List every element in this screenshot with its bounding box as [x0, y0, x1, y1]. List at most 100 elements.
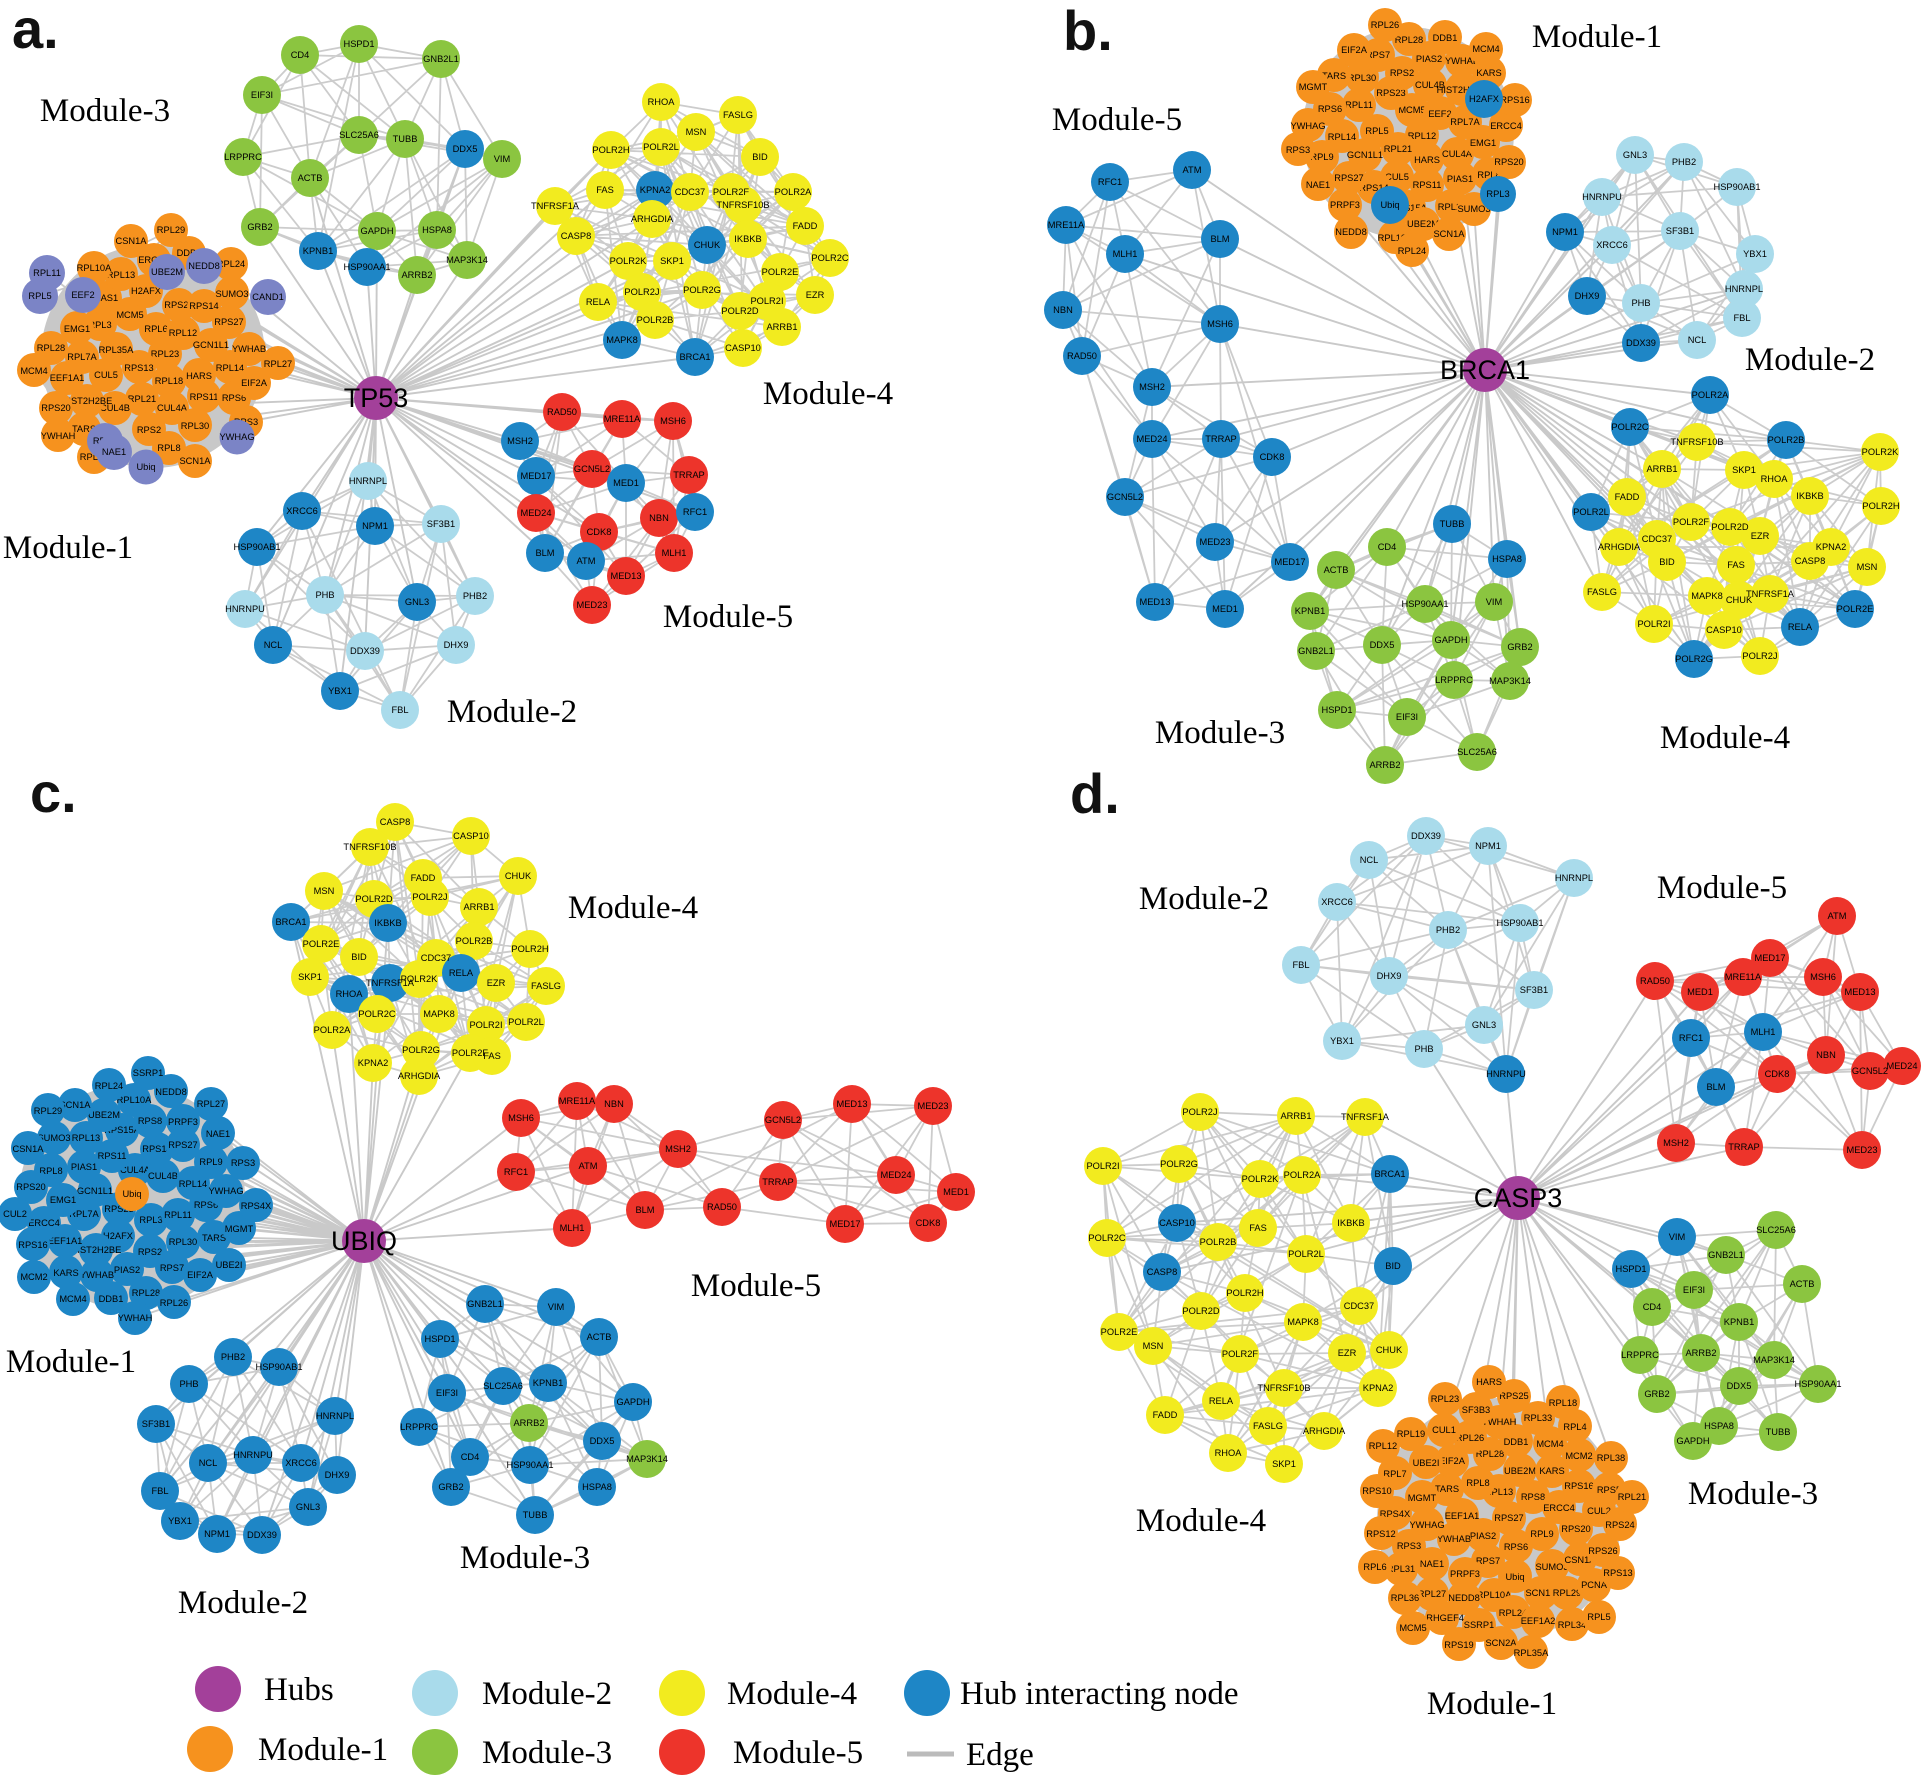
- svg-text:CD4: CD4: [1378, 542, 1397, 552]
- svg-text:MED17: MED17: [1274, 557, 1305, 567]
- svg-text:POLR2G: POLR2G: [402, 1045, 440, 1055]
- svg-text:TARS: TARS: [1435, 1484, 1459, 1494]
- svg-text:VIM: VIM: [1669, 1232, 1686, 1242]
- svg-text:HSPA8: HSPA8: [582, 1482, 612, 1492]
- svg-text:MED17: MED17: [1754, 953, 1785, 963]
- svg-text:PRPF3: PRPF3: [168, 1117, 198, 1127]
- svg-text:RPL29: RPL29: [34, 1106, 62, 1116]
- svg-text:MED13: MED13: [836, 1099, 867, 1109]
- svg-text:b.: b.: [1063, 0, 1113, 62]
- svg-text:Ubiq: Ubiq: [122, 1189, 141, 1199]
- svg-text:CASP3: CASP3: [1474, 1183, 1563, 1213]
- svg-text:ARRB1: ARRB1: [463, 902, 494, 912]
- svg-text:CUL4B: CUL4B: [148, 1171, 178, 1181]
- svg-text:POLR2J: POLR2J: [624, 287, 659, 297]
- svg-text:BID: BID: [1659, 557, 1675, 567]
- svg-text:Hubs: Hubs: [264, 1672, 334, 1708]
- svg-text:RPS26: RPS26: [1588, 1546, 1617, 1556]
- svg-text:RPS6: RPS6: [1318, 104, 1342, 114]
- svg-text:Module-2: Module-2: [178, 1585, 308, 1621]
- svg-text:CUL4B: CUL4B: [100, 403, 130, 413]
- svg-text:UBE2M: UBE2M: [151, 267, 183, 277]
- svg-text:CASP8: CASP8: [1795, 556, 1826, 566]
- svg-text:POLR2C: POLR2C: [358, 1009, 395, 1019]
- svg-text:HNRNPU: HNRNPU: [233, 1450, 273, 1460]
- svg-text:POLR2I: POLR2I: [1086, 1161, 1119, 1171]
- svg-text:MCM2: MCM2: [1565, 1451, 1592, 1461]
- svg-text:DDX39: DDX39: [247, 1530, 277, 1540]
- svg-text:YWHAB: YWHAB: [1445, 56, 1479, 66]
- svg-text:RPL24: RPL24: [1398, 246, 1426, 256]
- svg-text:EZR: EZR: [1751, 531, 1770, 541]
- svg-text:SCN1A: SCN1A: [1525, 1588, 1557, 1598]
- svg-text:Module-2: Module-2: [1745, 342, 1875, 378]
- svg-text:FADD: FADD: [411, 873, 436, 883]
- svg-text:RPL6: RPL6: [144, 324, 167, 334]
- svg-text:RHOA: RHOA: [336, 989, 364, 999]
- svg-text:MED13: MED13: [610, 571, 641, 581]
- svg-text:TNFRSF10B: TNFRSF10B: [343, 842, 396, 852]
- svg-text:NAE1: NAE1: [206, 1129, 230, 1139]
- svg-text:NCL: NCL: [264, 640, 283, 650]
- svg-text:Module-3: Module-3: [482, 1735, 612, 1771]
- svg-text:DDX5: DDX5: [590, 1436, 615, 1446]
- svg-text:RPL24: RPL24: [95, 1081, 123, 1091]
- svg-text:RPL26: RPL26: [160, 1298, 188, 1308]
- svg-text:ATM: ATM: [1828, 911, 1847, 921]
- svg-text:HIST2H2BE: HIST2H2BE: [62, 396, 113, 406]
- svg-text:ARRB2: ARRB2: [1685, 1348, 1716, 1358]
- svg-text:RPS14: RPS14: [1359, 183, 1388, 193]
- svg-text:FAS: FAS: [483, 1051, 501, 1061]
- svg-text:RPL10A: RPL10A: [117, 1095, 152, 1105]
- svg-text:RFC1: RFC1: [504, 1167, 528, 1177]
- svg-text:MGMT: MGMT: [225, 1224, 254, 1234]
- svg-text:UBE2M: UBE2M: [1504, 1466, 1536, 1476]
- svg-text:RPL3: RPL3: [88, 320, 111, 330]
- svg-text:TNFRSF10B: TNFRSF10B: [1257, 1383, 1310, 1393]
- svg-text:IKBKB: IKBKB: [1337, 1218, 1364, 1228]
- svg-text:RPS4X: RPS4X: [1380, 1509, 1411, 1519]
- svg-text:FAS: FAS: [1727, 560, 1745, 570]
- svg-text:NCL: NCL: [199, 1458, 218, 1468]
- svg-text:HSPD1: HSPD1: [343, 39, 374, 49]
- svg-text:RPS15A: RPS15A: [1391, 203, 1427, 213]
- svg-text:TNFRSF1A: TNFRSF1A: [531, 201, 580, 211]
- svg-text:HSPA8: HSPA8: [1492, 554, 1522, 564]
- svg-text:POLR2F: POLR2F: [452, 1048, 488, 1058]
- svg-text:EEF2: EEF2: [1428, 109, 1451, 119]
- svg-text:YBX1: YBX1: [168, 1516, 192, 1526]
- svg-text:UBE2I: UBE2I: [216, 1260, 243, 1270]
- svg-text:HNRNPU: HNRNPU: [1582, 192, 1622, 202]
- svg-text:EEF1A1: EEF1A1: [48, 1236, 83, 1246]
- svg-text:RPS13: RPS13: [124, 363, 153, 373]
- svg-text:MAP3K14: MAP3K14: [446, 255, 488, 265]
- svg-text:ARRB1: ARRB1: [766, 322, 797, 332]
- svg-text:KPNB1: KPNB1: [1724, 1317, 1755, 1327]
- svg-text:XRCC6: XRCC6: [1321, 897, 1353, 907]
- svg-text:SF3B1: SF3B1: [1520, 985, 1548, 995]
- svg-text:RPL28: RPL28: [37, 343, 65, 353]
- svg-text:POLR2A: POLR2A: [1692, 390, 1729, 400]
- svg-text:KPNA2: KPNA2: [640, 185, 671, 195]
- svg-text:MED24: MED24: [520, 508, 551, 518]
- svg-text:CASP8: CASP8: [561, 231, 592, 241]
- svg-text:RPS2: RPS2: [137, 425, 161, 435]
- svg-text:HSP90AB1: HSP90AB1: [233, 542, 280, 552]
- svg-text:RPL24: RPL24: [217, 259, 245, 269]
- svg-text:TARS: TARS: [72, 424, 96, 434]
- svg-text:CASP10: CASP10: [1159, 1218, 1195, 1228]
- svg-text:RPL11: RPL11: [1345, 100, 1373, 110]
- svg-text:RPL5: RPL5: [28, 291, 51, 301]
- svg-text:MCM5: MCM5: [1398, 105, 1425, 115]
- svg-text:LRPPRC: LRPPRC: [1621, 1350, 1659, 1360]
- svg-text:PHB2: PHB2: [221, 1352, 245, 1362]
- svg-text:MGMT: MGMT: [1408, 1493, 1437, 1503]
- svg-text:TUBB: TUBB: [393, 134, 418, 144]
- svg-text:NEDD8: NEDD8: [1335, 227, 1367, 237]
- svg-text:HSPA8: HSPA8: [422, 225, 452, 235]
- svg-text:RAD50: RAD50: [1067, 351, 1097, 361]
- svg-text:RPS19: RPS19: [1444, 1640, 1473, 1650]
- svg-text:MED13: MED13: [1844, 987, 1875, 997]
- svg-text:PIAS1: PIAS1: [1447, 174, 1473, 184]
- svg-text:POLR2I: POLR2I: [1637, 619, 1670, 629]
